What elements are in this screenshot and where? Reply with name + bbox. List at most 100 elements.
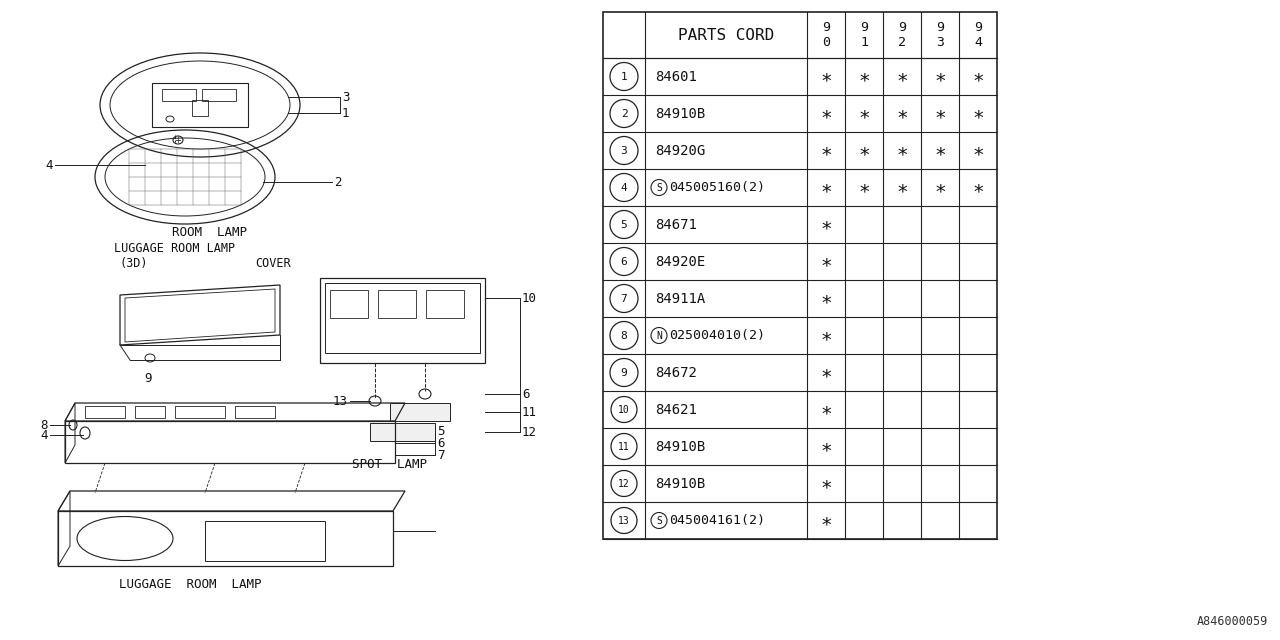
Text: 7: 7 bbox=[436, 449, 444, 461]
Bar bbox=[325, 283, 480, 353]
Text: 1: 1 bbox=[342, 106, 349, 120]
Text: S: S bbox=[657, 515, 662, 525]
Text: ∗: ∗ bbox=[820, 400, 832, 419]
Text: ∗: ∗ bbox=[972, 67, 984, 86]
Text: 9
0: 9 0 bbox=[822, 21, 829, 49]
Text: 4: 4 bbox=[41, 429, 49, 442]
Bar bbox=[192, 100, 207, 116]
Text: ∗: ∗ bbox=[820, 178, 832, 197]
Text: ROOM  LAMP: ROOM LAMP bbox=[173, 226, 247, 239]
Text: 9
2: 9 2 bbox=[899, 21, 906, 49]
Text: S: S bbox=[657, 182, 662, 193]
Text: ∗: ∗ bbox=[820, 363, 832, 382]
Bar bbox=[603, 12, 997, 539]
Text: 84911A: 84911A bbox=[655, 291, 705, 305]
Text: 2: 2 bbox=[334, 175, 342, 189]
Text: ∗: ∗ bbox=[820, 141, 832, 160]
Text: ∗: ∗ bbox=[896, 141, 908, 160]
Text: 11: 11 bbox=[522, 406, 538, 419]
Polygon shape bbox=[390, 403, 451, 421]
Bar bbox=[134, 406, 165, 418]
Text: 84910B: 84910B bbox=[655, 440, 705, 454]
Text: ∗: ∗ bbox=[896, 104, 908, 123]
Bar bbox=[320, 278, 485, 363]
Text: ∗: ∗ bbox=[820, 104, 832, 123]
Text: ∗: ∗ bbox=[820, 326, 832, 345]
Text: 6: 6 bbox=[436, 436, 444, 449]
Text: ∗: ∗ bbox=[934, 104, 946, 123]
Text: 84621: 84621 bbox=[655, 403, 696, 417]
Text: 13: 13 bbox=[333, 394, 348, 408]
Text: 8: 8 bbox=[41, 419, 49, 431]
Text: 025004010(2): 025004010(2) bbox=[669, 329, 765, 342]
Text: N: N bbox=[657, 330, 662, 340]
Text: A846000059: A846000059 bbox=[1197, 615, 1268, 628]
Bar bbox=[175, 406, 225, 418]
Text: 3: 3 bbox=[342, 90, 349, 104]
Text: ∗: ∗ bbox=[820, 289, 832, 308]
Text: ∗: ∗ bbox=[820, 67, 832, 86]
Text: 10: 10 bbox=[522, 291, 538, 305]
Text: ∗: ∗ bbox=[972, 178, 984, 197]
Text: COVER: COVER bbox=[255, 257, 291, 270]
Text: ∗: ∗ bbox=[972, 104, 984, 123]
Text: 9: 9 bbox=[621, 367, 627, 378]
Text: SPOT  LAMP: SPOT LAMP bbox=[352, 458, 428, 471]
Text: (3D): (3D) bbox=[120, 257, 148, 270]
Text: 2: 2 bbox=[621, 109, 627, 118]
Text: ∗: ∗ bbox=[972, 141, 984, 160]
Text: 4: 4 bbox=[46, 159, 52, 172]
Text: 84910B: 84910B bbox=[655, 477, 705, 490]
Text: 10: 10 bbox=[618, 404, 630, 415]
Text: 11: 11 bbox=[618, 442, 630, 451]
Text: 13: 13 bbox=[618, 515, 630, 525]
Text: ∗: ∗ bbox=[820, 215, 832, 234]
Text: +: + bbox=[174, 136, 182, 145]
Text: ∗: ∗ bbox=[934, 178, 946, 197]
Text: 6: 6 bbox=[522, 387, 530, 401]
Text: LUGGAGE  ROOM  LAMP: LUGGAGE ROOM LAMP bbox=[119, 578, 261, 591]
Text: ∗: ∗ bbox=[934, 141, 946, 160]
Text: 84920G: 84920G bbox=[655, 143, 705, 157]
Text: 84672: 84672 bbox=[655, 365, 696, 380]
Text: 84601: 84601 bbox=[655, 70, 696, 83]
Text: ∗: ∗ bbox=[858, 104, 870, 123]
Text: ∗: ∗ bbox=[820, 252, 832, 271]
Text: 9: 9 bbox=[145, 372, 152, 385]
Bar bbox=[202, 89, 236, 101]
Text: PARTS CORD: PARTS CORD bbox=[678, 28, 774, 42]
Text: ∗: ∗ bbox=[934, 67, 946, 86]
Text: 84920E: 84920E bbox=[655, 255, 705, 269]
Text: 9
1: 9 1 bbox=[860, 21, 868, 49]
Bar bbox=[205, 521, 325, 561]
Text: 6: 6 bbox=[621, 257, 627, 266]
Polygon shape bbox=[370, 423, 435, 441]
Bar bbox=[152, 83, 248, 127]
Text: 84910B: 84910B bbox=[655, 106, 705, 120]
Text: 5: 5 bbox=[621, 220, 627, 230]
Text: 7: 7 bbox=[621, 294, 627, 303]
Text: ∗: ∗ bbox=[896, 178, 908, 197]
Text: 4: 4 bbox=[621, 182, 627, 193]
Text: ∗: ∗ bbox=[858, 67, 870, 86]
Text: 1: 1 bbox=[621, 72, 627, 81]
Bar bbox=[236, 406, 275, 418]
Text: ∗: ∗ bbox=[820, 474, 832, 493]
Text: ∗: ∗ bbox=[896, 67, 908, 86]
Text: ∗: ∗ bbox=[820, 511, 832, 530]
Bar bbox=[330, 290, 369, 318]
Bar bbox=[378, 290, 416, 318]
Text: ∗: ∗ bbox=[858, 178, 870, 197]
Text: LUGGAGE ROOM LAMP: LUGGAGE ROOM LAMP bbox=[114, 242, 236, 255]
Bar bbox=[163, 89, 196, 101]
Text: 9
3: 9 3 bbox=[936, 21, 945, 49]
Bar bbox=[84, 406, 125, 418]
Text: 9
4: 9 4 bbox=[974, 21, 982, 49]
Text: 045004161(2): 045004161(2) bbox=[669, 514, 765, 527]
Text: 3: 3 bbox=[621, 145, 627, 156]
Bar bbox=[426, 290, 465, 318]
Text: 12: 12 bbox=[618, 479, 630, 488]
Text: 84671: 84671 bbox=[655, 218, 696, 232]
Text: 045005160(2): 045005160(2) bbox=[669, 181, 765, 194]
Text: 5: 5 bbox=[436, 424, 444, 438]
